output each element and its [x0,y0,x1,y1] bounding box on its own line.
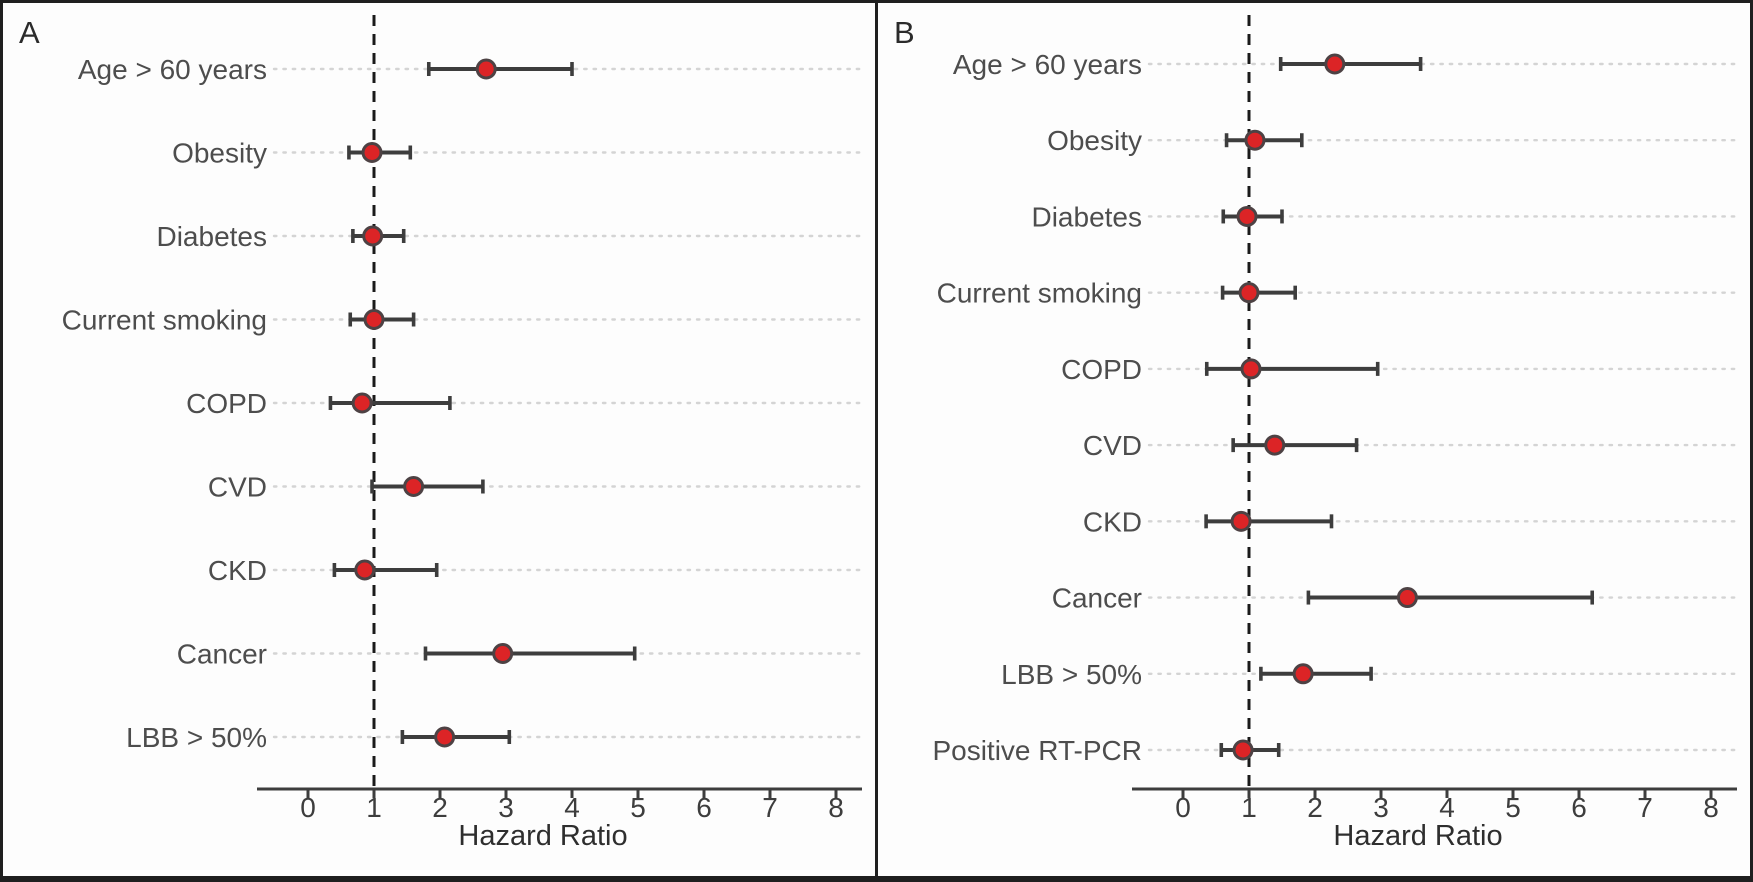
x-axis-title: Hazard Ratio [1333,820,1502,852]
row-label: Positive RT-PCR [932,735,1142,766]
row-label: CVD [1083,430,1142,461]
x-axis-tick-label: 6 [1571,792,1587,823]
hazard-ratio-point [492,643,514,664]
row-label: Current smoking [937,278,1142,309]
row-label: Age > 60 years [953,49,1142,80]
hazard-ratio-point [363,309,385,330]
x-axis-tick-label: 4 [1439,792,1455,823]
panel-B-chart: 0 1 2 3 4 5 6 7 8 Hazard Ratio Age > 60 years Obesi… [894,15,1737,852]
panel-divider [875,3,878,876]
x-axis-tick-label: 1 [1241,792,1257,823]
row-label: LBB > 50% [126,722,267,753]
row-label: Obesity [1047,125,1142,156]
hazard-ratio-point [1396,587,1418,609]
hazard-ratio-point [475,58,497,80]
hazard-ratio-point [1232,739,1254,761]
x-axis-tick-label: 0 [300,792,316,823]
panel-letter: B [894,15,915,50]
hazard-ratio-point [1236,205,1258,227]
hazard-ratio-point [1264,434,1286,456]
hazard-ratio-point [362,225,384,247]
x-axis-tick-label: 5 [1505,792,1521,823]
row-label: Diabetes [1031,201,1142,232]
row-label: Current smoking [62,305,267,336]
row-label: CVD [208,472,267,503]
panel-A: 0 1 2 3 4 5 6 7 8 Hazard Ratio Age > 60 years Obesi… [3,3,875,876]
hazard-ratio-point [1240,358,1262,380]
row-label: Cancer [177,639,267,670]
hazard-ratio-point [1324,53,1346,75]
x-axis-tick-label: 3 [1373,792,1389,823]
row-label: COPD [1061,354,1142,385]
panel-letter: A [19,15,40,50]
x-axis-tick-label: 6 [696,792,712,823]
panel-B: 0 1 2 3 4 5 6 7 8 Hazard Ratio Age > 60 years Obesi… [878,3,1750,876]
hazard-ratio-point [1292,663,1314,685]
x-axis-tick-label: 3 [498,792,514,823]
row-label: CKD [208,555,267,586]
x-axis-tick-label: 0 [1175,792,1191,823]
x-axis-tick-label: 2 [1307,792,1323,823]
row-label: LBB > 50% [1001,659,1142,690]
x-axis-tick-label: 8 [1703,792,1719,823]
x-axis-tick-label: 4 [564,792,580,823]
x-axis-tick-label: 7 [762,792,778,823]
row-label: Cancer [1052,583,1142,614]
row-label: COPD [186,388,267,419]
x-axis-tick-label: 8 [828,792,844,823]
hazard-ratio-point [403,476,425,497]
x-axis-title: Hazard Ratio [458,820,627,852]
x-axis-tick-label: 2 [432,792,448,823]
hazard-ratio-point [1238,282,1260,304]
hazard-ratio-point [351,392,373,414]
hazard-ratio-point [1230,510,1252,532]
x-axis-tick-label: 1 [366,792,382,823]
row-label: Obesity [172,138,267,169]
row-label: Diabetes [156,221,267,252]
panel-A-chart: 0 1 2 3 4 5 6 7 8 Hazard Ratio Age > 60 years Obesi… [19,15,862,852]
x-axis-tick-label: 7 [1637,792,1653,823]
row-label: Age > 60 years [78,54,267,85]
hazard-ratio-point [354,559,376,581]
hazard-ratio-point [434,726,456,748]
hazard-ratio-point [361,142,383,163]
hazard-ratio-point [1244,129,1266,151]
x-axis-tick-label: 5 [630,792,646,823]
row-label: CKD [1083,506,1142,537]
